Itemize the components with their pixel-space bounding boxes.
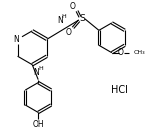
Text: H: H [39,66,43,71]
Text: OH: OH [32,120,44,129]
Text: O: O [66,28,72,37]
Text: CH₃: CH₃ [134,50,145,55]
Text: N: N [33,68,39,77]
Text: O: O [118,48,124,57]
Text: H: H [62,14,66,19]
Text: O: O [70,2,76,11]
Text: N: N [57,16,63,25]
Text: N: N [14,35,19,44]
Text: HCl: HCl [111,84,128,95]
Text: S: S [79,14,85,23]
